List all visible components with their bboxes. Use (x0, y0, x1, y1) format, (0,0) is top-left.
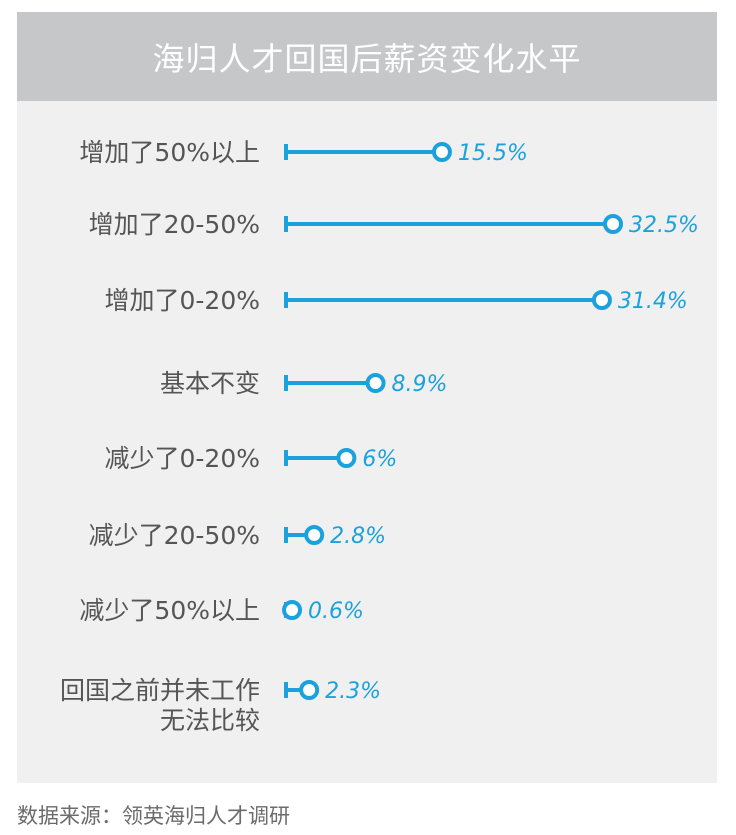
category-label: 减少了20-50% (89, 521, 260, 550)
bar-end-marker (365, 373, 386, 393)
value-label: 0.6% (308, 599, 364, 624)
category-label: 基本不变 (160, 369, 260, 398)
value-label: 15.5% (458, 141, 528, 166)
bar-end-marker (591, 290, 612, 310)
data-source-note: 数据来源：领英海归人才调研 (17, 804, 290, 828)
category-label: 增加了20-50% (89, 210, 260, 239)
category-label: 增加了0-20% (105, 286, 261, 315)
category-label: 无法比较 (160, 706, 260, 735)
bar-end-marker (299, 680, 320, 700)
value-label: 32.5% (629, 213, 699, 238)
category-label: 增加了50%以上 (79, 138, 260, 167)
chart-title: 海归人才回国后薪资变化水平 (152, 39, 582, 78)
chart-header: 海归人才回国后薪资变化水平 (17, 12, 717, 101)
bar-end-marker (336, 448, 357, 468)
bar-end-marker (431, 142, 452, 162)
bar-end-marker (603, 214, 623, 234)
value-label: 2.3% (325, 679, 381, 704)
chart-card: 海归人才回国后薪资变化水平 (17, 12, 717, 783)
category-label: 回国之前并未工作 (60, 676, 260, 705)
bar-end-marker (304, 525, 325, 545)
category-label: 减少了0-20% (105, 444, 261, 473)
value-label: 8.9% (392, 372, 448, 397)
value-label: 2.8% (330, 524, 386, 549)
value-label: 31.4% (618, 289, 688, 314)
category-label: 减少了50%以上 (79, 596, 260, 625)
value-label: 6% (362, 447, 397, 472)
bar-end-marker (282, 600, 303, 620)
